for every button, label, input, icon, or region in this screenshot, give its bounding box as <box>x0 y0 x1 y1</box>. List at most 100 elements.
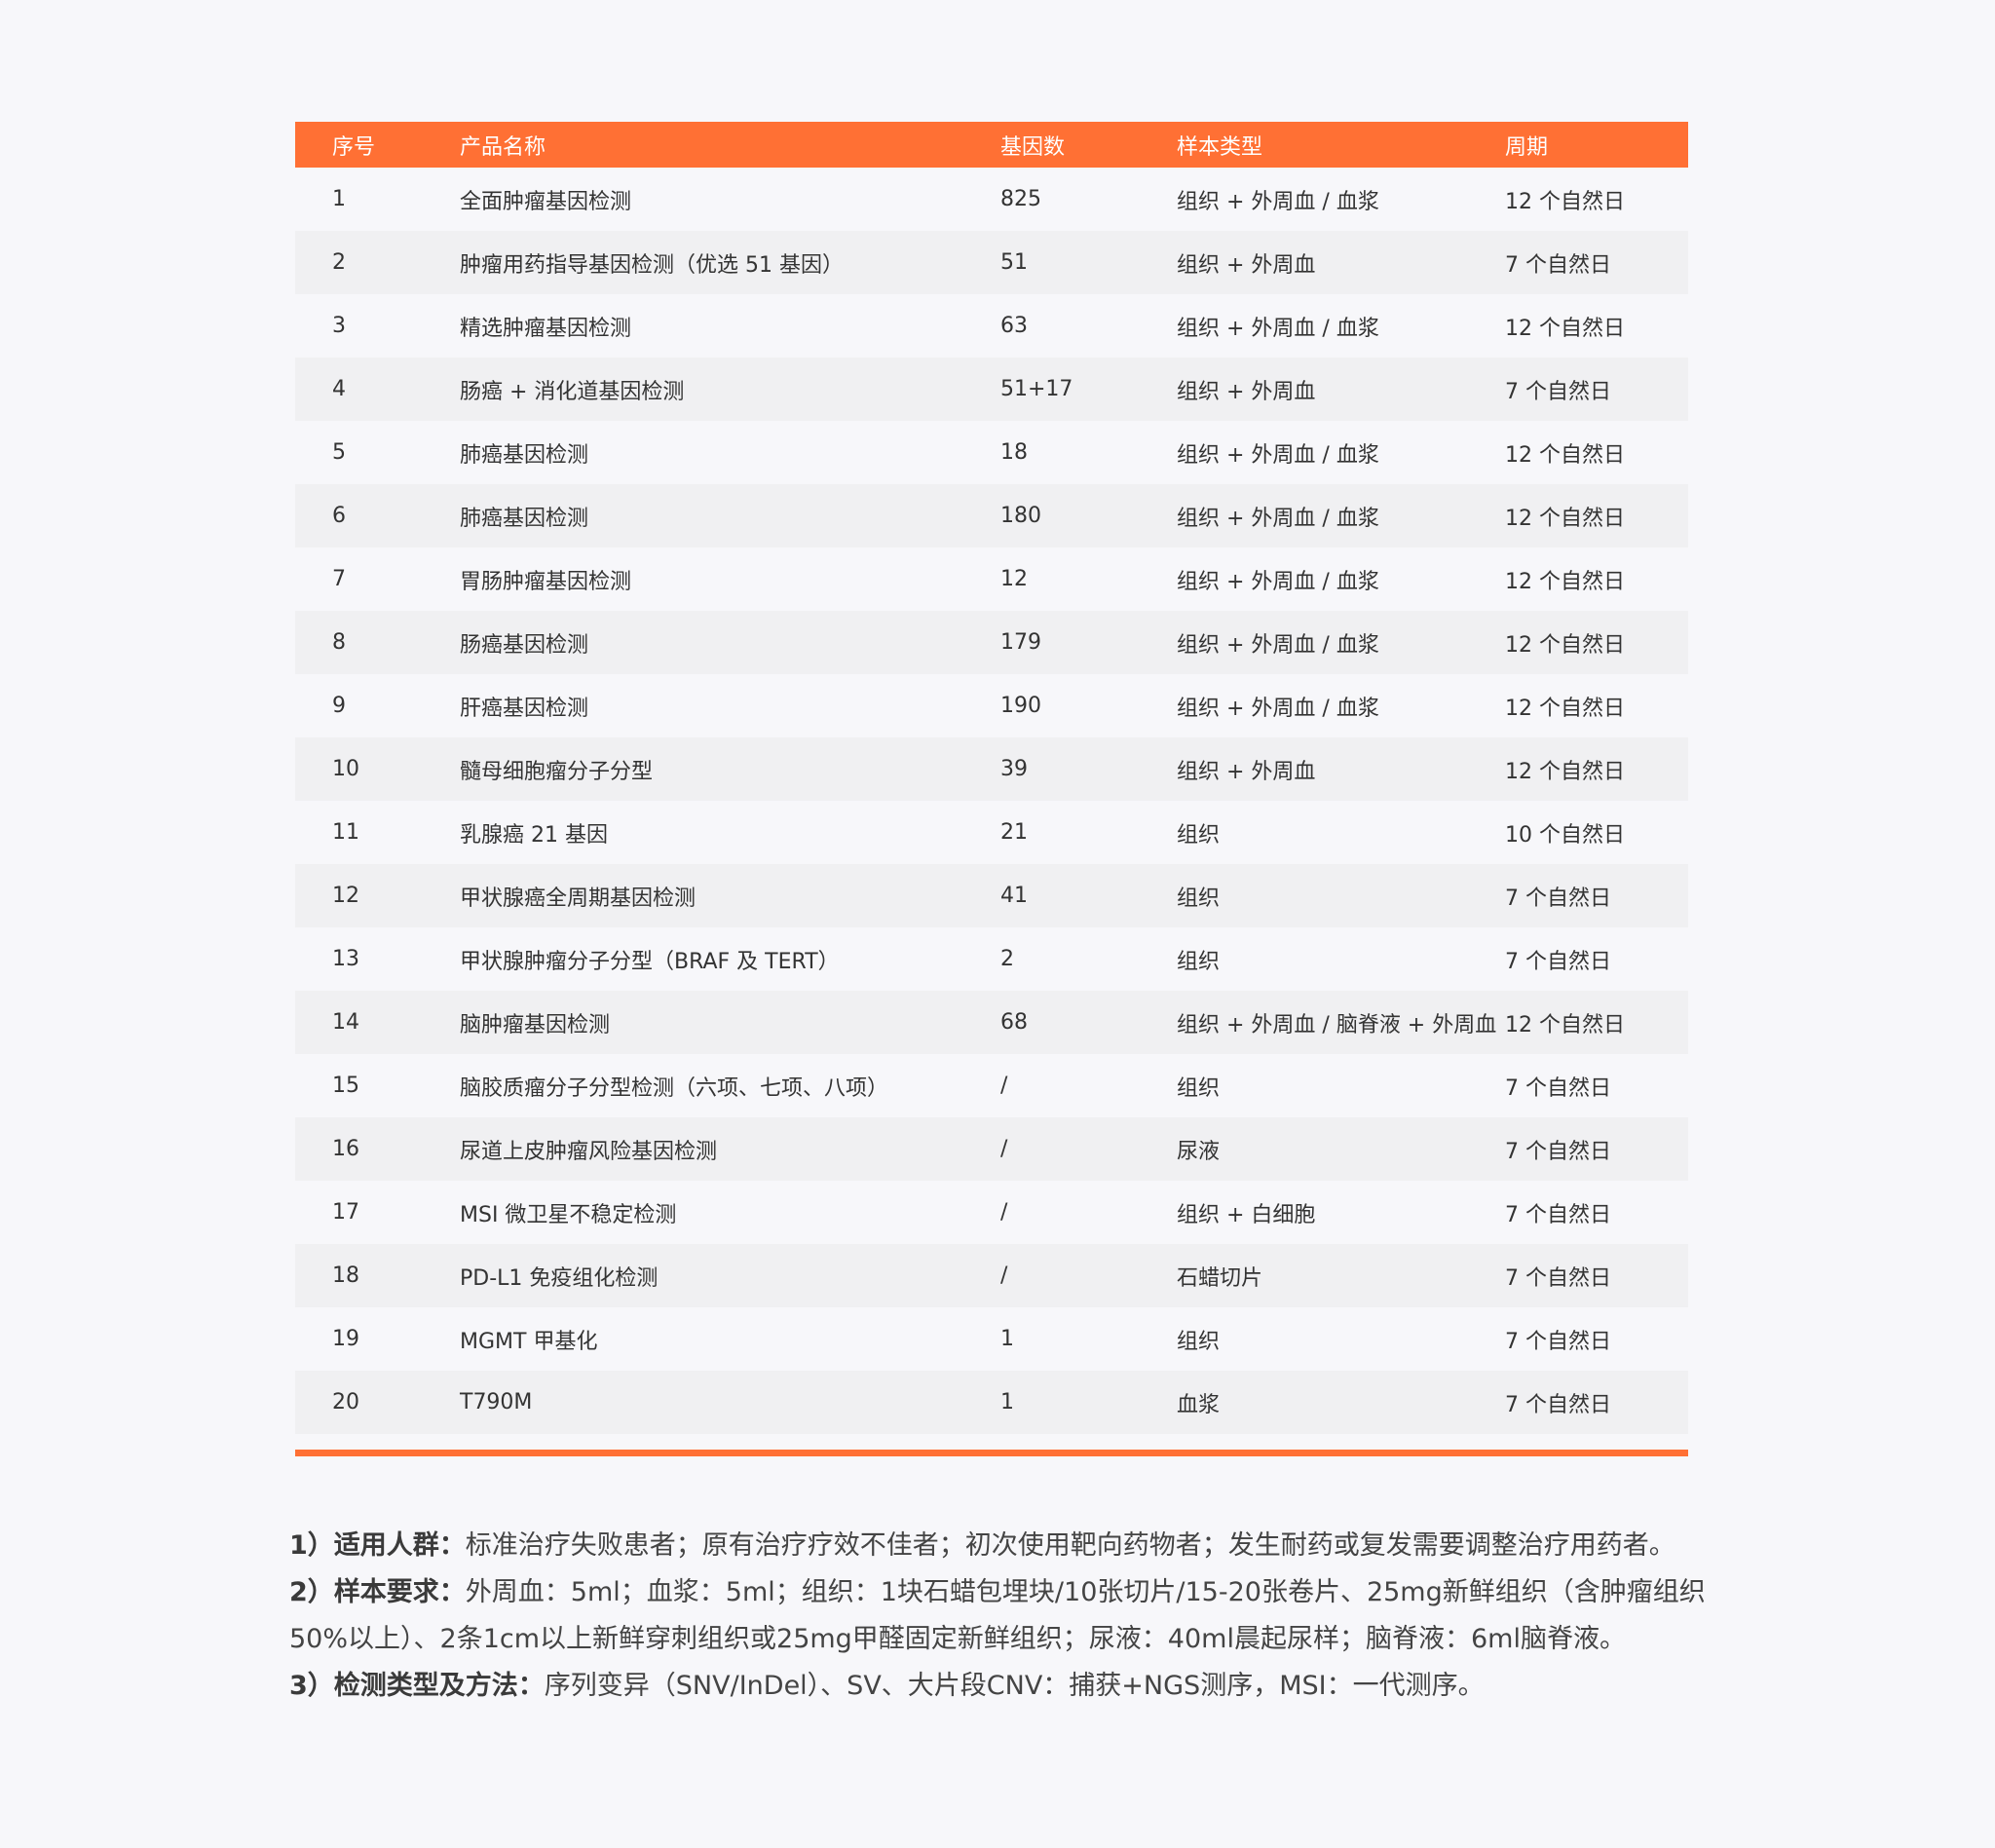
cell-no: 14 <box>332 1010 359 1035</box>
cell-gene-count: / <box>1000 1200 1008 1225</box>
cell-sample-type: 组织 + 外周血 / 血浆 <box>1177 696 1379 721</box>
note-2-label: 2）样本要求： <box>289 1577 466 1607</box>
cell-product-name: 胃肠肿瘤基因检测 <box>460 569 632 594</box>
cell-sample-type: 石蜡切片 <box>1177 1265 1263 1291</box>
cell-product-name: 肺癌基因检测 <box>460 506 589 531</box>
cell-period: 12 个自然日 <box>1505 569 1625 594</box>
table-row: 11 乳腺癌 21 基因 21 组织 10 个自然日 <box>295 801 1688 864</box>
cell-period: 10 个自然日 <box>1505 822 1625 848</box>
header-product-name: 产品名称 <box>460 134 546 160</box>
note-2-text: 外周血：5ml；血浆：5ml；组织：1块石蜡包埋块/10张切片/15-20张卷片… <box>289 1577 1706 1654</box>
table-header-row: 序号 产品名称 基因数 样本类型 周期 <box>295 122 1688 168</box>
cell-gene-count: / <box>1000 1074 1008 1098</box>
cell-product-name: 全面肿瘤基因检测 <box>460 189 632 214</box>
notes-section: 1）适用人群：标准治疗失败患者；原有治疗疗效不佳者；初次使用靶向药物者；发生耐药… <box>289 1523 1712 1710</box>
note-2: 2）样本要求：外周血：5ml；血浆：5ml；组织：1块石蜡包埋块/10张切片/1… <box>289 1569 1712 1663</box>
header-no: 序号 <box>332 134 376 160</box>
cell-product-name: T790M <box>460 1390 533 1414</box>
cell-gene-count: 18 <box>1000 440 1028 465</box>
cell-sample-type: 组织 <box>1177 886 1221 911</box>
note-1: 1）适用人群：标准治疗失败患者；原有治疗疗效不佳者；初次使用靶向药物者；发生耐药… <box>289 1523 1712 1569</box>
cell-period: 7 个自然日 <box>1505 886 1611 911</box>
cell-period: 12 个自然日 <box>1505 1012 1625 1037</box>
cell-no: 11 <box>332 820 359 845</box>
cell-product-name: 甲状腺癌全周期基因检测 <box>460 886 696 911</box>
cell-period: 12 个自然日 <box>1505 189 1625 214</box>
cell-no: 18 <box>332 1263 359 1288</box>
table-row: 8 肠癌基因检测 179 组织 + 外周血 / 血浆 12 个自然日 <box>295 611 1688 674</box>
cell-period: 7 个自然日 <box>1505 1075 1611 1101</box>
note-3-text: 序列变异（SNV/InDel）、SV、大片段CNV：捕获+NGS测序，MSI：一… <box>544 1671 1485 1701</box>
cell-gene-count: 51+17 <box>1000 377 1073 401</box>
cell-gene-count: 41 <box>1000 884 1028 908</box>
cell-gene-count: 2 <box>1000 947 1014 971</box>
cell-no: 5 <box>332 440 346 465</box>
cell-product-name: 肿瘤用药指导基因检测（优选 51 基因） <box>460 252 844 278</box>
cell-product-name: 肺癌基因检测 <box>460 442 589 468</box>
cell-no: 6 <box>332 504 346 528</box>
table-row: 10 髓母细胞瘤分子分型 39 组织 + 外周血 12 个自然日 <box>295 737 1688 801</box>
table-row: 5 肺癌基因检测 18 组织 + 外周血 / 血浆 12 个自然日 <box>295 421 1688 484</box>
cell-gene-count: 1 <box>1000 1327 1014 1351</box>
cell-no: 10 <box>332 757 359 781</box>
cell-period: 7 个自然日 <box>1505 252 1611 278</box>
table-row: 4 肠癌 + 消化道基因检测 51+17 组织 + 外周血 7 个自然日 <box>295 358 1688 421</box>
cell-gene-count: 1 <box>1000 1390 1014 1414</box>
cell-no: 3 <box>332 314 346 338</box>
cell-product-name: 肝癌基因检测 <box>460 696 589 721</box>
cell-gene-count: / <box>1000 1137 1008 1161</box>
cell-gene-count: / <box>1000 1263 1008 1288</box>
cell-period: 12 个自然日 <box>1505 506 1625 531</box>
note-1-label: 1）适用人群： <box>289 1530 466 1561</box>
cell-sample-type: 组织 + 外周血 / 脑脊液 + 外周血 <box>1177 1012 1497 1037</box>
header-period: 周期 <box>1505 134 1549 160</box>
cell-no: 13 <box>332 947 359 971</box>
cell-gene-count: 39 <box>1000 757 1028 781</box>
cell-sample-type: 血浆 <box>1177 1392 1221 1417</box>
cell-product-name: 尿道上皮肿瘤风险基因检测 <box>460 1139 718 1164</box>
cell-product-name: MSI 微卫星不稳定检测 <box>460 1202 677 1227</box>
table-row: 17 MSI 微卫星不稳定检测 / 组织 + 白细胞 7 个自然日 <box>295 1181 1688 1244</box>
cell-no: 15 <box>332 1074 359 1098</box>
cell-period: 12 个自然日 <box>1505 759 1625 784</box>
cell-sample-type: 组织 + 外周血 / 血浆 <box>1177 442 1379 468</box>
cell-product-name: 脑胶质瘤分子分型检测（六项、七项、八项） <box>460 1075 889 1101</box>
cell-product-name: 乳腺癌 21 基因 <box>460 822 608 848</box>
table-row: 2 肿瘤用药指导基因检测（优选 51 基因） 51 组织 + 外周血 7 个自然日 <box>295 231 1688 294</box>
table-row: 1 全面肿瘤基因检测 825 组织 + 外周血 / 血浆 12 个自然日 <box>295 168 1688 231</box>
cell-period: 12 个自然日 <box>1505 442 1625 468</box>
cell-product-name: 肠癌基因检测 <box>460 632 589 658</box>
table-row: 9 肝癌基因检测 190 组织 + 外周血 / 血浆 12 个自然日 <box>295 674 1688 737</box>
cell-period: 12 个自然日 <box>1505 316 1625 341</box>
cell-period: 7 个自然日 <box>1505 1202 1611 1227</box>
table-row: 18 PD-L1 免疫组化检测 / 石蜡切片 7 个自然日 <box>295 1244 1688 1307</box>
note-3: 3）检测类型及方法：序列变异（SNV/InDel）、SV、大片段CNV：捕获+N… <box>289 1663 1712 1710</box>
cell-no: 17 <box>332 1200 359 1225</box>
cell-sample-type: 组织 <box>1177 822 1221 848</box>
cell-sample-type: 组织 + 外周血 <box>1177 759 1316 784</box>
cell-gene-count: 12 <box>1000 567 1028 591</box>
header-gene-count: 基因数 <box>1000 134 1066 160</box>
cell-no: 12 <box>332 884 359 908</box>
table-row: 14 脑肿瘤基因检测 68 组织 + 外周血 / 脑脊液 + 外周血 12 个自然日 <box>295 991 1688 1054</box>
table-row: 12 甲状腺癌全周期基因检测 41 组织 7 个自然日 <box>295 864 1688 927</box>
table-bottom-rule <box>295 1450 1688 1456</box>
cell-period: 12 个自然日 <box>1505 632 1625 658</box>
cell-sample-type: 组织 + 外周血 / 血浆 <box>1177 632 1379 658</box>
table-row: 6 肺癌基因检测 180 组织 + 外周血 / 血浆 12 个自然日 <box>295 484 1688 547</box>
cell-no: 16 <box>332 1137 359 1161</box>
cell-sample-type: 组织 <box>1177 949 1221 974</box>
table-row: 16 尿道上皮肿瘤风险基因检测 / 尿液 7 个自然日 <box>295 1117 1688 1181</box>
cell-no: 20 <box>332 1390 359 1414</box>
note-1-text: 标准治疗失败患者；原有治疗疗效不佳者；初次使用靶向药物者；发生耐药或复发需要调整… <box>465 1530 1675 1561</box>
table-row: 3 精选肿瘤基因检测 63 组织 + 外周血 / 血浆 12 个自然日 <box>295 294 1688 358</box>
cell-sample-type: 组织 + 外周血 / 血浆 <box>1177 316 1379 341</box>
cell-no: 8 <box>332 630 346 655</box>
cell-sample-type: 组织 + 外周血 / 血浆 <box>1177 569 1379 594</box>
cell-gene-count: 68 <box>1000 1010 1028 1035</box>
header-sample-type: 样本类型 <box>1177 134 1263 160</box>
cell-sample-type: 组织 <box>1177 1329 1221 1354</box>
cell-sample-type: 组织 <box>1177 1075 1221 1101</box>
cell-no: 4 <box>332 377 346 401</box>
